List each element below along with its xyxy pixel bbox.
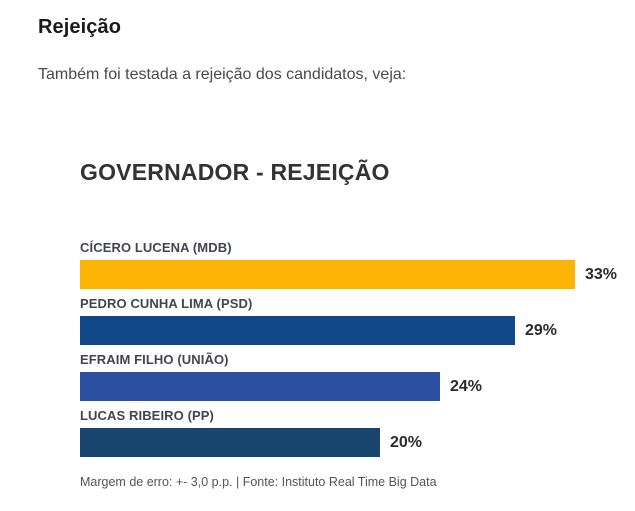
bar-row: EFRAIM FILHO (UNIÃO) 24% <box>80 351 620 401</box>
bar-track: 29% <box>80 316 620 345</box>
bar-value-label: 24% <box>450 377 483 395</box>
bar-value-label: 33% <box>585 265 618 283</box>
bar-value-label: 29% <box>525 321 558 339</box>
bar-row: LUCAS RIBEIRO (PP) 20% <box>80 407 620 457</box>
section-heading: Rejeição <box>38 16 122 38</box>
bar <box>80 260 575 289</box>
bar-track: 20% <box>80 428 620 457</box>
bar-track: 24% <box>80 372 620 401</box>
bar-category-label: PEDRO CUNHA LIMA (PSD) <box>80 296 253 311</box>
bar-rows: CÍCERO LUCENA (MDB) 33% PEDRO CUNHA LIMA (… <box>80 239 620 457</box>
bar-value-label: 20% <box>390 433 423 451</box>
article-subtitle: Também foi testada a rejeição dos candid… <box>38 66 407 83</box>
bar-row: CÍCERO LUCENA (MDB) 33% <box>80 239 620 289</box>
chart-footnote: Margem de erro: +- 3,0 p.p. | Fonte: Ins… <box>80 475 437 489</box>
bar-row: PEDRO CUNHA LIMA (PSD) 29% <box>80 295 620 345</box>
bar <box>80 316 515 345</box>
bar <box>80 428 380 457</box>
bar <box>80 372 440 401</box>
bar-track: 33% <box>80 260 620 289</box>
bar-category-label: EFRAIM FILHO (UNIÃO) <box>80 352 229 367</box>
article-header: Rejeição Também foi testada a rejeição d… <box>0 0 635 84</box>
bar-category-label: LUCAS RIBEIRO (PP) <box>80 408 214 423</box>
rejection-bar-chart: GOVERNADOR - REJEIÇÃO CÍCERO LUCENA (MDB… <box>80 157 620 490</box>
chart-title: GOVERNADOR - REJEIÇÃO <box>80 159 390 185</box>
bar-category-label: CÍCERO LUCENA (MDB) <box>80 240 232 255</box>
